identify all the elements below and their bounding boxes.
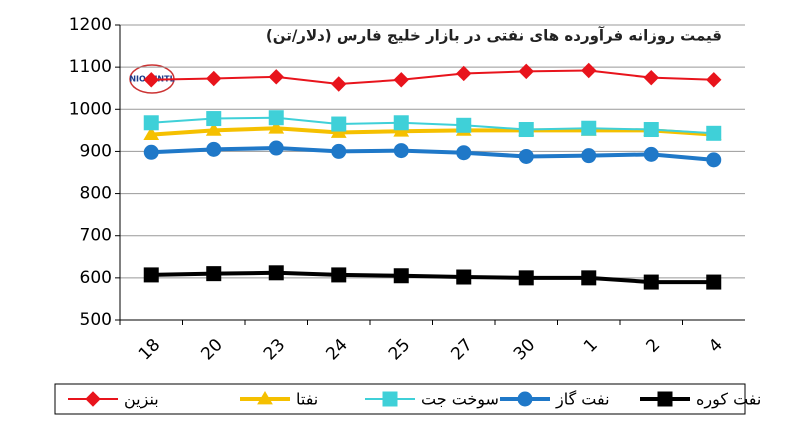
- data-point: [456, 117, 472, 133]
- y-tick-label: 700: [80, 226, 112, 246]
- data-point: [393, 268, 409, 284]
- data-point: [206, 70, 222, 87]
- data-point: [268, 69, 284, 85]
- data-point: [205, 122, 222, 136]
- data-point: [706, 274, 722, 290]
- data-point: [518, 122, 534, 138]
- chart-title: قیمت روزانه فرآورده های نفتی در بازار خل…: [266, 27, 722, 45]
- data-point: [393, 72, 409, 88]
- data-point: [331, 143, 347, 159]
- data-point: [331, 267, 347, 283]
- series-line: [151, 116, 714, 135]
- series-line: [151, 270, 714, 285]
- data-point: [456, 269, 472, 285]
- data-point: [643, 146, 659, 162]
- data-point: [581, 120, 597, 136]
- data-point: [331, 116, 347, 132]
- series-line: [151, 126, 714, 137]
- data-point: [518, 270, 534, 286]
- legend-label: بنزین: [124, 390, 159, 410]
- data-point: [643, 274, 659, 290]
- data-point: [706, 72, 722, 88]
- data-point: [206, 266, 222, 282]
- legend-label: نفت کوره: [696, 390, 761, 410]
- series-line: [151, 69, 714, 86]
- data-point: [581, 270, 597, 286]
- data-point: [143, 126, 160, 140]
- data-point: [706, 125, 722, 141]
- data-point: [518, 148, 534, 164]
- series-line: [151, 146, 714, 162]
- legend-marker: [85, 391, 101, 407]
- data-point: [206, 141, 222, 157]
- data-point: [143, 72, 159, 88]
- y-tick-label: 1000: [69, 99, 112, 119]
- y-tick-label: 900: [80, 141, 112, 161]
- data-point: [331, 76, 347, 92]
- legend-marker: [382, 391, 398, 407]
- data-point: [393, 115, 409, 131]
- legend-marker: [257, 391, 273, 405]
- data-point: [143, 144, 159, 160]
- legend-label: نفت گاز: [555, 390, 610, 410]
- data-point: [143, 115, 159, 131]
- data-point: [268, 120, 285, 134]
- y-tick-label: 500: [80, 310, 112, 330]
- y-tick-label: 1100: [69, 57, 112, 77]
- legend-label: سوخت جت: [421, 390, 499, 410]
- data-point: [143, 267, 159, 283]
- data-point: [456, 145, 472, 161]
- data-point: [643, 122, 659, 138]
- data-point: [268, 140, 284, 156]
- data-point: [706, 152, 722, 168]
- y-tick-label: 800: [80, 184, 112, 204]
- y-tick-label: 600: [80, 268, 112, 288]
- y-tick-label: 1200: [69, 15, 112, 35]
- data-point: [643, 69, 659, 86]
- data-point: [518, 63, 534, 80]
- legend-label: نفتا: [296, 390, 318, 409]
- data-point: [268, 265, 284, 281]
- legend-marker: [657, 391, 673, 407]
- data-point: [268, 110, 284, 126]
- legend-marker: [517, 391, 533, 407]
- data-point: [206, 111, 222, 127]
- data-point: [581, 148, 597, 164]
- legend-box: [54, 383, 746, 415]
- data-point: [581, 62, 597, 79]
- data-point: [456, 65, 472, 82]
- data-point: [393, 143, 409, 159]
